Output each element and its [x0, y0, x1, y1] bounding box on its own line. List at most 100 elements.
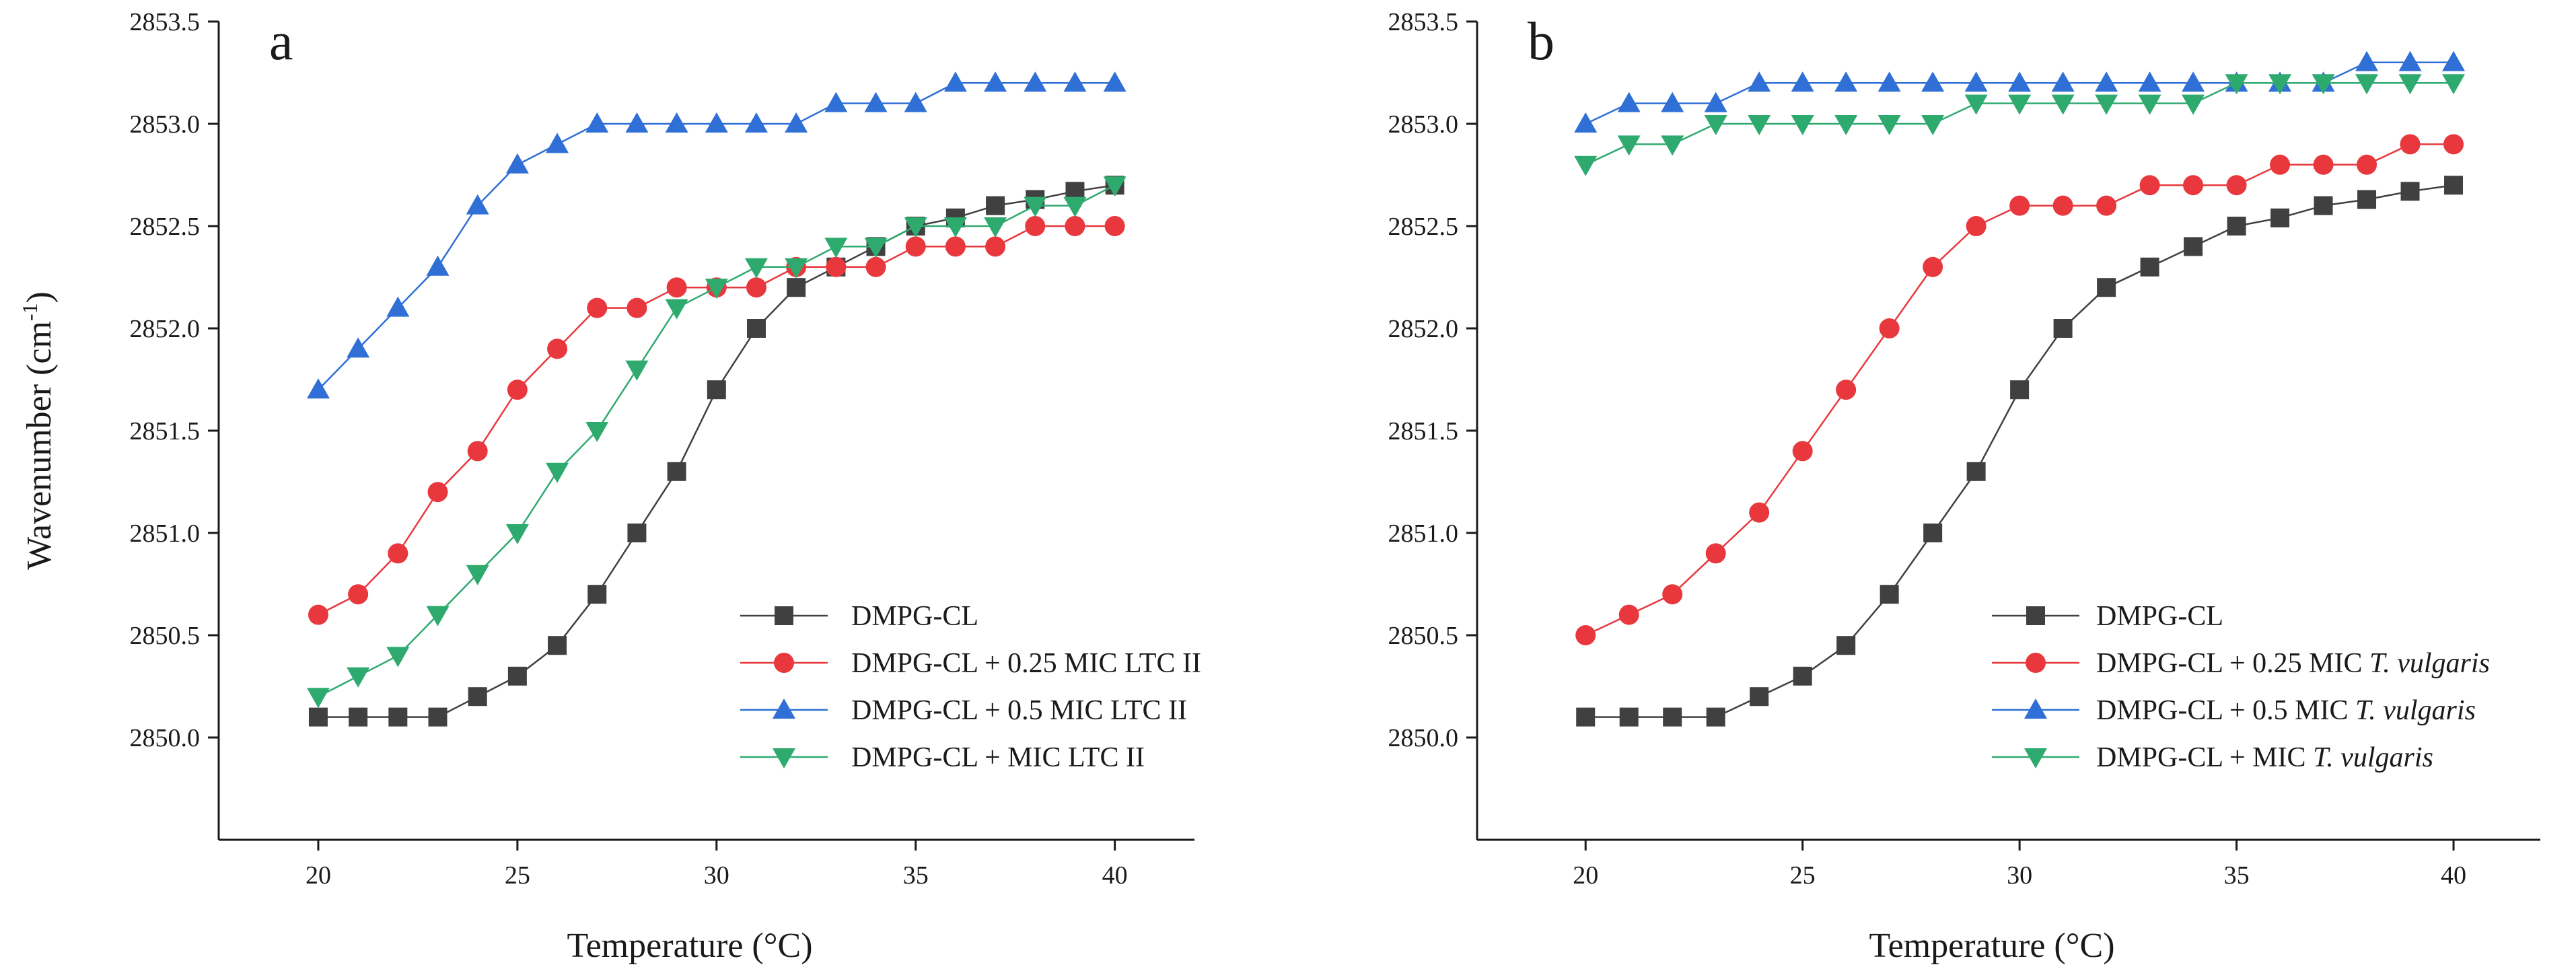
data-point	[2052, 195, 2073, 216]
x-axis-label: Temperature (°C)	[567, 927, 812, 965]
series-3	[306, 176, 1126, 709]
data-point	[308, 604, 328, 625]
data-point	[1749, 502, 1770, 523]
data-point	[2097, 278, 2116, 297]
data-point	[466, 565, 489, 585]
data-point	[2096, 195, 2117, 216]
y-tick-label: 2853.0	[130, 110, 201, 139]
data-point	[426, 606, 450, 626]
legend-label: DMPG-CL + 0.25 MIC LTC II	[851, 648, 1201, 679]
data-point	[2398, 74, 2422, 95]
data-point	[2140, 257, 2159, 277]
data-point	[548, 636, 567, 655]
y-tick-label: 2852.0	[1388, 315, 1459, 343]
data-point	[824, 238, 848, 258]
legend-label-text: DMPG-CL + 0.5 MIC LTC II	[851, 695, 1187, 726]
data-point	[2355, 50, 2379, 71]
data-point	[2051, 71, 2075, 92]
legend-label-text: DMPG-CL + MIC LTC II	[851, 742, 1145, 773]
data-point	[1836, 380, 1857, 400]
data-point	[2355, 74, 2379, 95]
data-point	[348, 584, 369, 605]
data-point	[347, 337, 370, 358]
y-tick-label: 2851.5	[1388, 417, 1459, 445]
data-point	[2314, 196, 2333, 215]
data-point	[1024, 196, 1047, 217]
data-point	[1964, 71, 1988, 92]
panel-b: 2850.0 2850.5 2851.0 2851.5 2852.0 2852.5 2853…	[1388, 8, 2540, 965]
data-point	[1791, 115, 1814, 135]
legend-marker	[773, 748, 795, 768]
data-point	[744, 112, 768, 133]
data-point	[1661, 135, 1684, 156]
data-point	[2183, 175, 2204, 196]
data-point	[1704, 115, 1727, 135]
legend-label-italic: T. vulgaris	[2369, 648, 2490, 679]
data-point	[2010, 380, 2030, 400]
legend-marker	[775, 606, 793, 625]
y-tick-label: 2850.0	[130, 724, 201, 752]
data-point	[428, 707, 448, 727]
data-point	[2184, 237, 2203, 256]
series-2	[306, 71, 1126, 399]
data-point	[347, 667, 370, 688]
data-point	[2398, 50, 2422, 71]
y-tick-label: 2853.5	[130, 8, 201, 36]
data-point	[1103, 71, 1126, 92]
data-point	[306, 688, 330, 709]
x-axis-label: Temperature (°C)	[1869, 927, 2114, 965]
data-point	[667, 462, 686, 481]
data-point	[1880, 585, 1899, 604]
x-tick-label: 25	[505, 861, 530, 890]
legend-label-text: DMPG-CL + 0.25 MIC	[2096, 648, 2369, 679]
data-point	[1834, 115, 1858, 135]
data-point	[468, 687, 487, 707]
data-point	[904, 217, 927, 238]
data-point	[864, 238, 888, 258]
x-tick-label: 20	[306, 861, 331, 890]
data-point	[665, 299, 688, 320]
data-point	[826, 256, 847, 277]
data-point	[1104, 216, 1125, 236]
data-point	[308, 707, 328, 727]
data-point	[2443, 134, 2464, 155]
legend-marker	[2024, 748, 2047, 768]
data-point	[2400, 134, 2421, 155]
legend-marker	[774, 653, 794, 673]
data-point	[349, 707, 368, 727]
data-point	[707, 380, 726, 400]
data-point	[1748, 71, 1771, 92]
data-point	[585, 112, 609, 133]
data-point	[1964, 94, 1988, 115]
data-point	[426, 255, 450, 276]
data-point	[427, 482, 448, 503]
data-point	[1025, 216, 1046, 236]
legend-marker	[2024, 698, 2047, 719]
data-point	[984, 217, 1007, 238]
data-point	[507, 666, 527, 686]
y-axis-label-main: Wavenumber (cm	[20, 321, 59, 570]
data-point	[824, 92, 848, 112]
data-point	[546, 133, 569, 153]
data-point	[1576, 707, 1596, 727]
data-point	[625, 360, 649, 381]
data-point	[1836, 636, 1856, 655]
data-point	[787, 278, 806, 297]
data-point	[2008, 71, 2032, 92]
y-axis-label: Wavenumber (cm-1)	[17, 291, 59, 570]
data-point	[2357, 190, 2377, 209]
data-point	[2400, 182, 2420, 201]
x-tick-label: 35	[2224, 861, 2250, 890]
data-point	[2182, 71, 2205, 92]
legend-label-text: DMPG-CL	[851, 601, 978, 632]
data-point	[2095, 94, 2118, 115]
data-point	[1834, 71, 1858, 92]
series-3	[1574, 74, 2466, 176]
data-point	[1923, 256, 1943, 277]
data-point	[984, 71, 1007, 92]
data-point	[467, 441, 488, 462]
data-point	[505, 524, 529, 544]
data-point	[2442, 74, 2466, 95]
y-tick-label: 2851.5	[130, 417, 201, 445]
